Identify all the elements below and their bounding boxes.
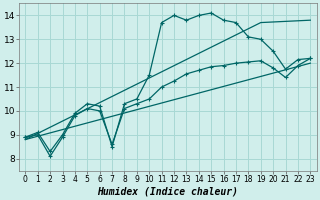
X-axis label: Humidex (Indice chaleur): Humidex (Indice chaleur) (97, 187, 238, 197)
